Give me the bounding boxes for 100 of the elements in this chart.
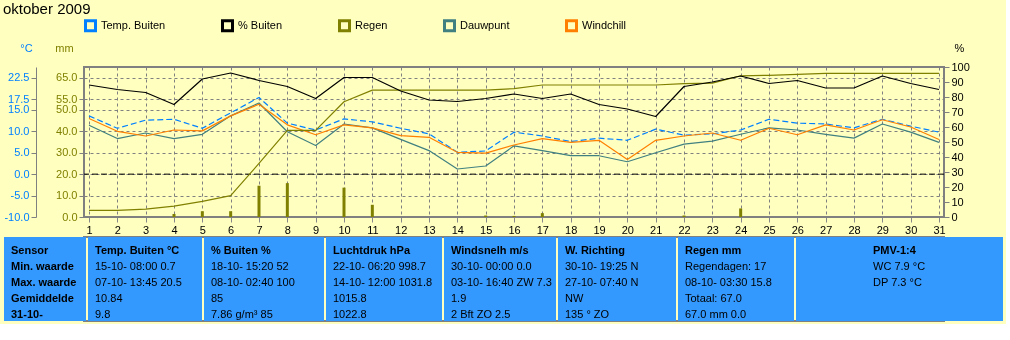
x-tick-label: 20 — [621, 223, 634, 236]
legend-label: Dauwpunt — [460, 18, 510, 31]
x-tick-label: 21 — [650, 223, 663, 236]
text: Temp. Buiten °C — [95, 244, 180, 256]
y2-tick-label: 30 — [951, 165, 964, 178]
bar — [229, 211, 233, 217]
y2-tick-label: 50 — [951, 135, 964, 148]
text: Luchtdruk hPa — [333, 244, 411, 256]
y2-tick-label: 20 — [951, 180, 964, 193]
text: 03-10- 16:40 ZW 7.3 — [451, 276, 552, 288]
y-tick-label: 17.5 — [8, 92, 30, 105]
text: 10.84 — [95, 292, 123, 304]
text: 67.0 mm 0.0 — [685, 308, 747, 320]
text: 1022.8 — [333, 308, 367, 320]
x-tick-label: 16 — [508, 223, 521, 236]
x-tick-label: 14 — [451, 223, 464, 236]
x-tick-label: 7 — [256, 223, 263, 236]
text: Gemiddelde — [11, 292, 74, 304]
y-tick-label: 15.0 — [8, 103, 30, 116]
x-tick-label: 10 — [338, 223, 351, 236]
x-tick-label: 19 — [593, 223, 606, 236]
y2-tick-label: 100 — [951, 60, 970, 73]
y3-tick-label: 20.0 — [56, 167, 78, 180]
bar — [172, 214, 176, 217]
y2-tick-label: 0 — [951, 210, 958, 223]
y3-axis-title: mm — [55, 41, 74, 54]
text: Sensor — [11, 244, 50, 256]
x-tick-label: 9 — [313, 223, 320, 236]
x-tick-label: 22 — [678, 223, 691, 236]
y3-tick-label: 10.0 — [56, 189, 78, 202]
text: 1015.8 — [333, 292, 367, 304]
text: Regen mm — [685, 244, 742, 256]
x-tick-label: 18 — [565, 223, 578, 236]
text: % Buiten % — [211, 244, 272, 256]
x-tick-label: 23 — [706, 223, 719, 236]
x-tick-label: 4 — [171, 223, 178, 236]
y3-tick-label: 55.0 — [56, 92, 78, 105]
x-tick-label: 5 — [199, 223, 206, 236]
bar — [540, 213, 544, 217]
y2-axis-title: % — [954, 41, 965, 54]
text: 2 Bft ZO 2.5 — [451, 308, 511, 320]
text: 30-10- 19:25 N — [565, 260, 639, 272]
bar — [370, 204, 374, 217]
text: 7.86 g/m³ 85 — [211, 308, 273, 320]
bar — [342, 187, 346, 217]
y2-tick-label: 80 — [951, 90, 964, 103]
text: 15-10- 08:00 0.7 — [95, 260, 176, 272]
bar — [285, 183, 289, 217]
x-tick-label: 6 — [228, 223, 235, 236]
legend-label: % Buiten — [238, 18, 283, 31]
text: DP 7.3 °C — [873, 276, 922, 288]
legend-label: Temp. Buiten — [101, 18, 166, 31]
x-tick-label: 1 — [86, 223, 93, 236]
text: W. Richting — [565, 244, 625, 256]
x-tick-label: 2 — [114, 223, 121, 236]
text: 30-10- 00:00 0.0 — [451, 260, 532, 272]
y-tick-label: 0.0 — [14, 167, 30, 180]
text: PMV-1:4 — [873, 244, 917, 256]
text: Totaal: 67.0 — [685, 292, 742, 304]
x-tick-label: 25 — [763, 223, 776, 236]
bar — [257, 185, 261, 217]
x-tick-label: 11 — [367, 223, 379, 236]
x-tick-label: 17 — [536, 223, 549, 236]
y2-tick-label: 10 — [951, 195, 964, 208]
y-tick-label: 10.0 — [8, 124, 30, 137]
text: 135 ° ZO — [565, 308, 610, 320]
y3-tick-label: 0.0 — [62, 210, 78, 223]
x-tick-label: 30 — [905, 223, 918, 236]
text: Max. waarde — [11, 276, 77, 288]
x-tick-label: 12 — [395, 223, 408, 236]
bar — [200, 211, 204, 217]
text: 85 — [211, 292, 224, 304]
y2-tick-label: 40 — [951, 150, 964, 163]
y2-tick-label: 70 — [951, 105, 964, 118]
x-tick-label: 26 — [791, 223, 804, 236]
x-tick-label: 8 — [284, 223, 291, 236]
x-tick-label: 3 — [143, 223, 150, 236]
x-tick-label: 27 — [820, 223, 833, 236]
y-axis-title: °C — [20, 41, 33, 54]
text: 9.8 — [95, 308, 111, 320]
text: 14-10- 12:00 1031.8 — [333, 276, 433, 288]
text: 08-10- 02:40 100 — [211, 276, 295, 288]
x-tick-label: 31 — [933, 223, 946, 236]
x-tick-label: 24 — [735, 223, 748, 236]
line-series — [88, 96, 940, 153]
text: Min. waarde — [11, 260, 74, 272]
text: 18-10- 15:20 52 — [211, 260, 289, 272]
text: WC 7.9 °C — [873, 260, 926, 272]
text: Windsnelh m/s — [451, 244, 529, 256]
text: Regendagen: 17 — [685, 260, 767, 272]
text: 22-10- 06:20 998.7 — [333, 260, 426, 272]
y3-tick-label: 30.0 — [56, 146, 78, 159]
y2-tick-label: 60 — [951, 120, 964, 133]
legend-label: Regen — [355, 18, 388, 31]
line-series — [88, 72, 940, 118]
x-tick-label: 28 — [848, 223, 861, 236]
y2-tick-label: 90 — [951, 75, 964, 88]
x-tick-label: 29 — [876, 223, 889, 236]
y-tick-label: 5.0 — [14, 146, 30, 159]
x-tick-label: 13 — [423, 223, 436, 236]
